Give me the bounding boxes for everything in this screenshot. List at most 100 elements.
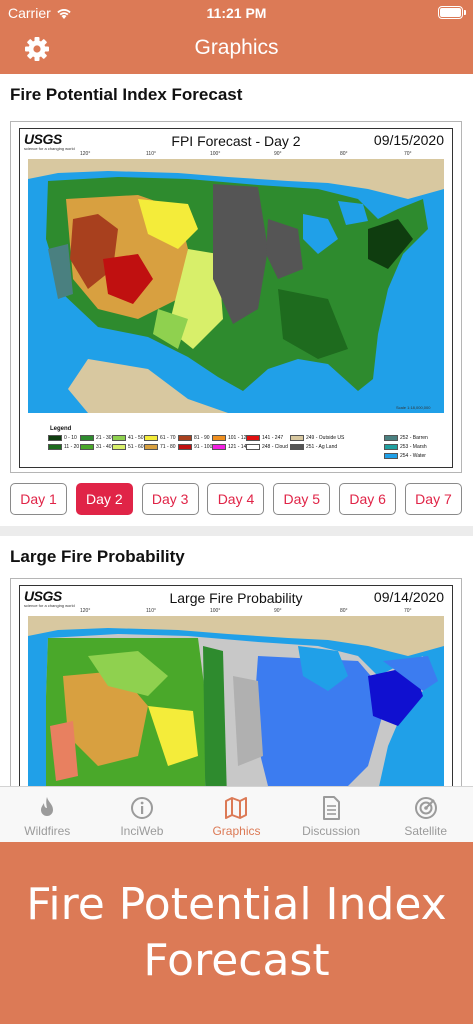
- lfp-map-date: 09/14/2020: [373, 589, 444, 605]
- legend-label: 21 - 30: [96, 435, 112, 441]
- legend-item: 252 - Barren: [384, 435, 428, 441]
- gear-icon[interactable]: [24, 36, 50, 62]
- legend-item: 21 - 30: [80, 435, 112, 441]
- fpi-section-title: Fire Potential Index Forecast: [10, 85, 243, 104]
- legend-item: 91 - 100: [178, 444, 212, 450]
- usgs-logo: USGS: [24, 588, 62, 604]
- fpi-map-title: FPI Forecast - Day 2: [171, 133, 301, 149]
- legend-label: 252 - Barren: [400, 435, 428, 441]
- legend-swatch: [178, 444, 192, 450]
- legend-label: 31 - 40: [96, 444, 112, 450]
- legend-swatch: [246, 444, 260, 450]
- map-scale-label: Scale 1:18,000,000: [396, 405, 431, 410]
- day-button-5[interactable]: Day 5: [273, 483, 331, 515]
- legend-item: 71 - 80: [144, 444, 176, 450]
- fpi-us-map: Scale 1:18,000,000: [28, 159, 444, 413]
- lon-label: 100°: [210, 608, 221, 614]
- status-bar: Carrier 11:21 PM: [0, 0, 473, 26]
- legend-label: 251 - Ag Land: [306, 444, 338, 450]
- fpi-section: Fire Potential Index Forecast USGS scien…: [0, 74, 473, 526]
- tab-label: Graphics: [212, 824, 261, 838]
- legend-label: 81 - 90: [194, 435, 210, 441]
- legend-item: 41 - 50: [112, 435, 144, 441]
- usgs-tagline: science for a changing world: [24, 146, 75, 151]
- tab-label: InciWeb: [120, 824, 164, 838]
- day-button-4[interactable]: Day 4: [207, 483, 265, 515]
- legend-item: 31 - 40: [80, 444, 112, 450]
- tab-graphics[interactable]: Graphics: [189, 787, 284, 842]
- map-icon: [225, 797, 248, 819]
- flame-icon: [41, 797, 54, 816]
- day-selector: Day 1 Day 2 Day 3 Day 4 Day 5 Day 6 Day 7: [10, 483, 462, 515]
- tab-bar: Wildfires InciWeb Graphics Discussion Satell…: [0, 786, 473, 842]
- legend-item: 253 - Marsh: [384, 444, 427, 450]
- day-button-7[interactable]: Day 7: [404, 483, 462, 515]
- legend-item: 81 - 90: [178, 435, 210, 441]
- lon-label: 110°: [146, 151, 156, 157]
- info-circle-icon: [130, 797, 153, 819]
- legend-label: 51 - 60: [128, 444, 144, 450]
- legend-label: 61 - 70: [160, 435, 176, 441]
- longitude-labels: 120° 110° 100° 90° 80° 70°: [28, 608, 444, 616]
- legend-item: 251 - Ag Land: [290, 444, 337, 450]
- legend-label: 254 - Water: [400, 453, 426, 459]
- lon-label: 120°: [80, 608, 91, 614]
- legend-label: 11 - 20: [64, 444, 80, 450]
- battery-icon: [438, 6, 466, 19]
- legend-label: 249 - Outside US: [306, 435, 345, 441]
- legend-title: Legend: [50, 426, 72, 432]
- tab-label: Wildfires: [24, 824, 71, 838]
- legend-swatch: [212, 435, 226, 441]
- day-button-1[interactable]: Day 1: [10, 483, 67, 515]
- lfp-section-title: Large Fire Probability: [10, 547, 185, 566]
- legend-label: 101 - 120: [228, 435, 250, 441]
- legend-swatch: [48, 435, 62, 441]
- tab-label: Satellite: [404, 824, 448, 838]
- legend-label: 71 - 80: [160, 444, 176, 450]
- carrier-label: Carrier: [8, 5, 51, 21]
- lon-label: 110°: [146, 608, 156, 614]
- legend-swatch: [178, 435, 192, 441]
- legend-swatch: [144, 444, 158, 450]
- legend-item: 61 - 70: [144, 435, 176, 441]
- lfp-map-title: Large Fire Probability: [169, 590, 303, 606]
- tab-inciweb[interactable]: InciWeb: [95, 787, 190, 842]
- nav-title: Graphics: [194, 36, 279, 59]
- legend-label: 41 - 50: [128, 435, 144, 441]
- legend-swatch: [384, 453, 398, 459]
- tab-satellite[interactable]: Satellite: [378, 787, 473, 842]
- tab-wildfires[interactable]: Wildfires: [0, 787, 95, 842]
- promo-caption: Fire Potential Index Forecast: [26, 879, 447, 986]
- tab-label: Discussion: [302, 824, 361, 838]
- fpi-map-date: 09/15/2020: [373, 132, 444, 148]
- day-button-6[interactable]: Day 6: [339, 483, 397, 515]
- tab-discussion[interactable]: Discussion: [284, 787, 379, 842]
- legend-item: 0 - 10: [48, 435, 77, 441]
- wifi-icon: [57, 8, 71, 19]
- lon-label: 70°: [404, 608, 412, 614]
- lon-label: 90°: [274, 151, 282, 157]
- legend-item: 248 - Cloud: [246, 444, 288, 450]
- legend-label: 253 - Marsh: [400, 444, 427, 450]
- app-screen: Carrier 11:21 PM: [0, 0, 473, 842]
- legend-swatch: [290, 435, 304, 441]
- legend-swatch: [144, 435, 158, 441]
- status-time: 11:21 PM: [206, 5, 267, 21]
- legend-label: 0 - 10: [64, 435, 77, 441]
- day-button-2[interactable]: Day 2: [75, 483, 133, 515]
- fpi-map-image[interactable]: USGS science for a changing world FPI Fo…: [10, 121, 462, 473]
- legend-swatch: [290, 444, 304, 450]
- lon-label: 100°: [210, 151, 221, 157]
- legend-item: 101 - 120: [212, 435, 249, 441]
- document-icon: [323, 796, 341, 820]
- day-button-3[interactable]: Day 3: [141, 483, 199, 515]
- legend-swatch: [112, 444, 126, 450]
- fpi-legend: Legend 0 - 10 11 - 20 21 - 30 31 - 40 41 - 5…: [28, 423, 444, 467]
- legend-swatch: [384, 444, 398, 450]
- legend-swatch: [48, 444, 62, 450]
- legend-swatch: [112, 435, 126, 441]
- legend-item: 11 - 20: [48, 444, 79, 450]
- legend-label: 91 - 100: [194, 444, 213, 450]
- legend-swatch: [246, 435, 260, 441]
- legend-swatch: [384, 435, 398, 441]
